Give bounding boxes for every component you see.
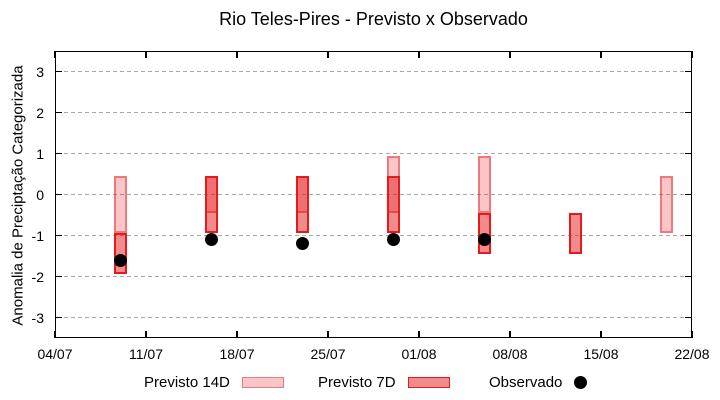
previsto-7d-swatch-icon xyxy=(407,376,450,388)
legend-item-observado: Observado xyxy=(489,373,588,391)
y-tick-label: 0 xyxy=(36,186,44,203)
observado-point xyxy=(113,253,127,267)
previsto-7d-bar xyxy=(295,176,309,234)
y-gridline xyxy=(57,194,690,195)
x-tick-label: 11/07 xyxy=(129,346,163,362)
y-gridline xyxy=(57,71,690,72)
y-gridline xyxy=(57,235,690,236)
x-tick-bottom xyxy=(54,331,56,338)
x-tick-bottom xyxy=(327,331,329,338)
x-tick-top xyxy=(327,51,329,58)
y-tick-left xyxy=(55,275,62,278)
y-tick-right xyxy=(685,111,692,114)
y-tick-label: 1 xyxy=(36,145,44,162)
x-tick-bottom xyxy=(509,331,511,338)
y-tick-right xyxy=(685,70,692,73)
y-tick-right xyxy=(685,316,692,319)
y-gridline xyxy=(57,276,690,277)
legend-label-previsto-7d: Previsto 7D xyxy=(318,373,396,391)
y-tick-left xyxy=(55,193,62,196)
previsto-7d-bar xyxy=(386,176,400,234)
y-tick-label: -3 xyxy=(31,309,44,326)
observado-point xyxy=(477,233,491,247)
y-gridline xyxy=(57,112,690,113)
legend-item-previsto-7d: Previsto 7D xyxy=(318,373,450,391)
y-tick-left xyxy=(55,316,62,319)
y-tick-label: -1 xyxy=(31,227,44,244)
y-tick-left xyxy=(55,234,62,237)
x-tick-top xyxy=(145,51,147,58)
legend-label-observado: Observado xyxy=(489,373,563,391)
y-tick-left xyxy=(55,111,62,114)
previsto-7d-bar xyxy=(568,212,582,254)
x-tick-label: 15/08 xyxy=(583,346,619,362)
legend-item-previsto-14d: Previsto 14D xyxy=(144,373,284,391)
x-tick-top xyxy=(691,51,693,58)
x-tick-top xyxy=(418,51,420,58)
previsto-14d-bar xyxy=(113,176,127,234)
x-tick-bottom xyxy=(691,331,693,338)
y-tick-label: 3 xyxy=(36,63,44,80)
x-tick-label: 01/08 xyxy=(401,346,437,362)
x-tick-label: 18/07 xyxy=(219,346,255,362)
legend-label-previsto-14d: Previsto 14D xyxy=(144,373,230,391)
x-tick-bottom xyxy=(600,331,602,338)
y-tick-right xyxy=(685,275,692,278)
x-tick-top xyxy=(54,51,56,58)
y-tick-label: 2 xyxy=(36,104,44,121)
y-tick-right xyxy=(685,193,692,196)
x-tick-label: 08/08 xyxy=(492,346,528,362)
x-tick-label: 25/07 xyxy=(310,346,346,362)
x-tick-bottom xyxy=(418,331,420,338)
y-tick-left xyxy=(55,152,62,155)
y-tick-right xyxy=(685,152,692,155)
y-tick-left xyxy=(55,70,62,73)
y-gridline xyxy=(57,317,690,318)
x-tick-bottom xyxy=(145,331,147,338)
previsto-14d-swatch-icon xyxy=(241,376,284,388)
x-tick-top xyxy=(236,51,238,58)
x-tick-label: 04/07 xyxy=(37,346,73,362)
observado-dot-icon xyxy=(574,375,588,389)
observado-point xyxy=(204,233,218,247)
x-tick-top xyxy=(509,51,511,58)
previsto-14d-bar xyxy=(659,176,673,234)
x-tick-label: 22/08 xyxy=(674,346,710,362)
y-tick-label: -2 xyxy=(31,268,44,285)
observado-point xyxy=(386,233,400,247)
chart-title: Rio Teles-Pires - Previsto x Observado xyxy=(219,9,528,29)
x-tick-top xyxy=(600,51,602,58)
y-tick-right xyxy=(685,234,692,237)
observado-point xyxy=(295,237,309,251)
previsto-7d-bar xyxy=(204,176,218,234)
previsto-14d-bar xyxy=(477,155,491,213)
y-gridline xyxy=(57,153,690,154)
x-tick-bottom xyxy=(236,331,238,338)
